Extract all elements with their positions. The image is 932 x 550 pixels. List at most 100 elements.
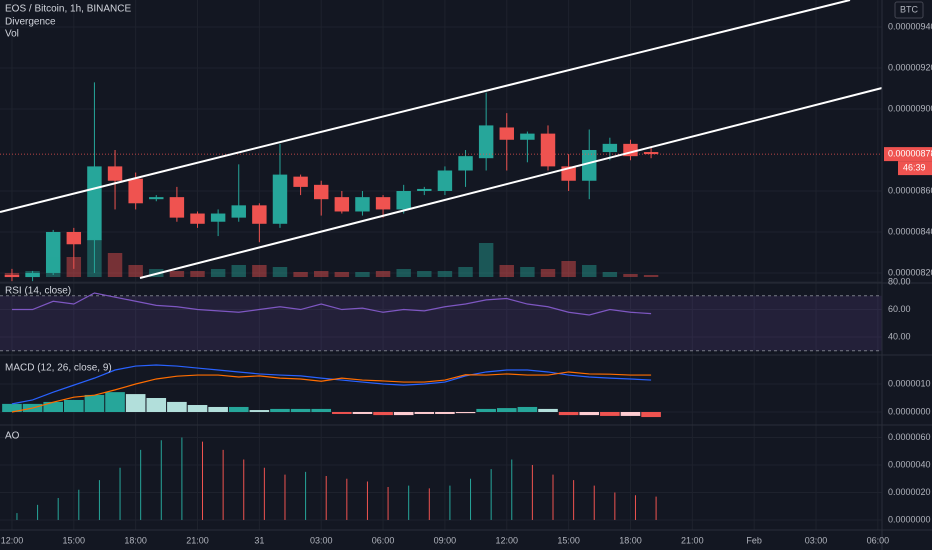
macd-histogram-bar [373, 412, 393, 416]
macd-histogram-bar [290, 408, 311, 413]
candle-body [458, 156, 473, 171]
volume-bar [4, 273, 20, 277]
volume-bar [87, 239, 102, 277]
x-tick-label: 18:00 [619, 535, 642, 545]
macd-histogram-bar [187, 405, 208, 413]
x-tick-label: 15:00 [63, 535, 86, 545]
y-tick-label: 0.0000000 [888, 514, 931, 524]
macd-histogram-bar [455, 412, 476, 414]
candle-body [499, 127, 514, 140]
candle-body [417, 188, 432, 191]
candle-body [128, 178, 143, 204]
macd-histogram-bar [476, 408, 496, 413]
volume-bar [334, 272, 350, 277]
macd-histogram-bar [538, 408, 558, 413]
symbol-title: EOS / Bitcoin, 1h, BINANCE [5, 4, 131, 15]
volume-bar [396, 269, 411, 277]
rsi-line [11, 292, 652, 316]
x-tick-label: 06:00 [372, 535, 395, 545]
candle-body [437, 170, 453, 191]
candle-body [45, 231, 61, 273]
macd-histogram-bar [641, 412, 661, 418]
macd-histogram-bar [352, 412, 373, 414]
x-tick-label: 15:00 [557, 535, 580, 545]
candle-body [334, 197, 350, 212]
macd-histogram-bar [208, 406, 228, 413]
indicator-label: Divergence [5, 17, 56, 28]
macd-histogram-bar [228, 406, 249, 413]
volume-bar [313, 271, 329, 277]
candle-body [396, 190, 411, 210]
candle-body [355, 197, 370, 212]
volume-bar [540, 269, 556, 277]
macd-histogram-bar [393, 412, 414, 416]
volume-bar [375, 271, 391, 277]
macd-histogram-bar [64, 399, 84, 413]
signal-line [11, 371, 652, 413]
macd-histogram-bar [43, 401, 64, 413]
volume-bar [252, 265, 267, 277]
x-tick-label: Feb [746, 535, 762, 545]
y-tick-label: 40.00 [888, 331, 911, 341]
x-tick-label: 12:00 [496, 535, 519, 545]
candle-body [190, 213, 205, 224]
volume-bar [293, 272, 308, 277]
x-tick-label: 31 [254, 535, 264, 545]
y-tick-label: 0.0000010 [888, 378, 931, 388]
candle-body [169, 197, 185, 218]
y-tick-label: 0.00000920 [888, 62, 932, 72]
trend-line [0, 0, 851, 213]
candle-body [602, 143, 618, 153]
x-tick-label: 03:00 [805, 535, 828, 545]
candle-body [87, 166, 102, 241]
volume-bar [437, 271, 453, 277]
volume-bar [272, 267, 288, 277]
volume-bar [45, 257, 61, 277]
macd-histogram-bar [600, 412, 620, 416]
volume-bar [190, 271, 205, 277]
y-tick-label: 0.00000820 [888, 267, 932, 277]
candle-body [643, 152, 659, 155]
pane-label: MACD (12, 26, close, 9) [5, 363, 112, 374]
macd-histogram-bar [249, 410, 270, 413]
volume-bar [520, 267, 535, 277]
x-tick-label: 21:00 [681, 535, 704, 545]
candle-body [540, 133, 556, 167]
countdown-box [898, 161, 932, 176]
y-tick-label: 0.00000840 [888, 226, 932, 236]
macd-histogram-bar [435, 412, 455, 414]
x-tick-label: 03:00 [310, 535, 333, 545]
candle-body [25, 272, 40, 278]
trend-line [139, 87, 883, 279]
y-tick-label: 0.00000860 [888, 185, 932, 195]
volume-bar [499, 265, 514, 277]
candle-body [4, 275, 20, 278]
macd-histogram-bar [414, 412, 435, 414]
y-tick-label: 0.0000040 [888, 459, 931, 469]
candle-body [478, 125, 494, 159]
indicator-label: Vol [5, 29, 19, 40]
volume-bar [107, 253, 123, 277]
macd-histogram-bar [2, 403, 22, 413]
macd-histogram-bar [311, 408, 332, 413]
y-tick-label: 0.0000020 [888, 487, 931, 497]
candle-body [520, 133, 535, 140]
y-tick-label: 60.00 [888, 304, 911, 314]
y-tick-label: 0.0000000 [888, 406, 931, 416]
y-tick-label: 0.0000060 [888, 432, 931, 442]
candle-body [107, 166, 123, 181]
macd-histogram-bar [579, 412, 600, 416]
rsi-band [0, 295, 882, 351]
candle-body [149, 197, 164, 200]
volume-bar [623, 274, 638, 277]
candle-body [313, 184, 329, 200]
macd-histogram-bar [620, 412, 641, 416]
last-price-box [884, 147, 932, 162]
currency-label[interactable]: BTC [900, 4, 919, 14]
volume-bar [231, 265, 246, 277]
candle-body [210, 213, 226, 222]
currency-box[interactable] [894, 1, 924, 19]
volume-bar [25, 271, 40, 277]
candle-body [582, 150, 597, 181]
volume-bar [561, 261, 576, 277]
